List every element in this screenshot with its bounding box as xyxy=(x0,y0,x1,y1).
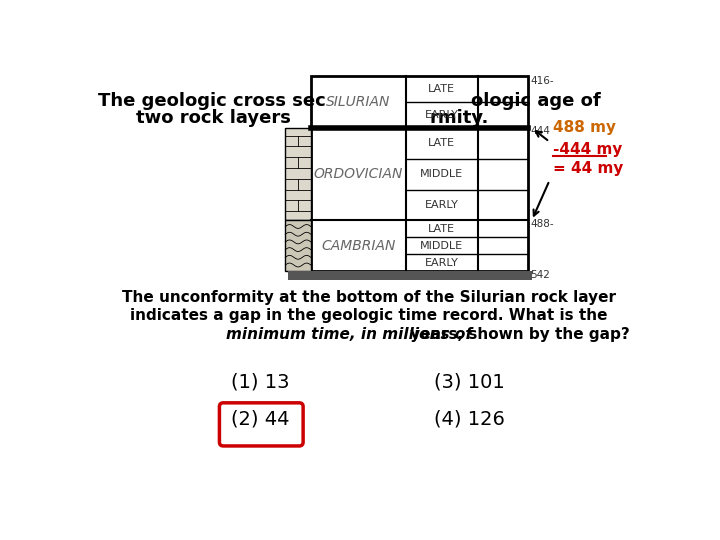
Text: LATE: LATE xyxy=(428,138,455,149)
Text: 444: 444 xyxy=(530,126,550,137)
Text: (2) 44: (2) 44 xyxy=(231,410,289,429)
Text: two rock layers: two rock layers xyxy=(137,109,292,127)
Text: LATE: LATE xyxy=(428,84,455,94)
Text: (4) 126: (4) 126 xyxy=(434,410,505,429)
Text: The unconformity at the bottom of the Silurian rock layer: The unconformity at the bottom of the Si… xyxy=(122,289,616,305)
Text: indicates a gap in the geologic time record. What is the: indicates a gap in the geologic time rec… xyxy=(130,308,608,323)
Text: 416-: 416- xyxy=(530,76,554,86)
Text: EARLY: EARLY xyxy=(425,258,459,268)
Bar xyxy=(287,271,532,280)
Bar xyxy=(285,220,311,271)
Text: EARLY: EARLY xyxy=(425,110,459,120)
Text: ORDOVICIAN: ORDOVICIAN xyxy=(314,167,403,181)
Text: CAMBRIAN: CAMBRIAN xyxy=(321,239,396,253)
Text: 542: 542 xyxy=(530,269,550,280)
Text: -444 my: -444 my xyxy=(554,142,623,157)
Text: (1) 13: (1) 13 xyxy=(231,373,289,392)
Text: ologic age of: ologic age of xyxy=(472,92,601,110)
Bar xyxy=(285,128,311,220)
Text: = 44 my: = 44 my xyxy=(554,161,624,176)
Text: LATE: LATE xyxy=(428,224,455,234)
Text: SILURIAN: SILURIAN xyxy=(326,95,391,109)
Text: MIDDLE: MIDDLE xyxy=(420,241,464,251)
Text: EARLY: EARLY xyxy=(425,200,459,210)
Text: (3) 101: (3) 101 xyxy=(434,373,505,392)
Text: MIDDLE: MIDDLE xyxy=(420,169,464,179)
Text: 488-: 488- xyxy=(530,219,554,229)
Text: The geologic cross sec: The geologic cross sec xyxy=(98,92,325,110)
Text: 488 my: 488 my xyxy=(554,120,616,136)
Text: minimum time, in millions of: minimum time, in millions of xyxy=(225,327,472,342)
Bar xyxy=(311,76,528,271)
Text: rmity.: rmity. xyxy=(429,109,489,127)
Text: years, shown by the gap?: years, shown by the gap? xyxy=(405,327,629,342)
